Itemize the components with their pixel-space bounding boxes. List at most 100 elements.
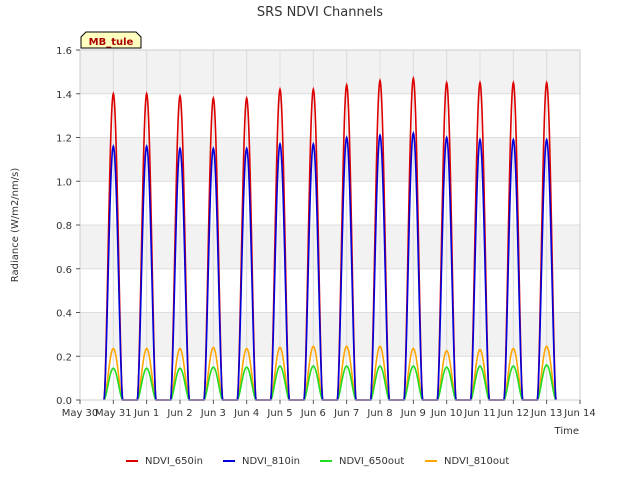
legend-item: NDVI_810out [425,456,509,467]
data-point-ndvi_650out [112,367,115,370]
x-axis-label: Time [554,426,579,437]
data-point-ndvi_650in [279,88,281,91]
y-tick-label: 1.0 [56,177,72,188]
data-point-ndvi_650out [279,365,281,367]
data-point-ndvi_650in [379,79,381,82]
annotation-box [80,31,142,49]
plot-band [80,50,580,94]
data-point-ndvi_810in [279,143,281,145]
grid-lines [79,49,581,401]
data-point-ndvi_650in [445,82,448,84]
data-point-ndvi_810out [245,347,248,350]
y-axis-label: Radiance (W/m2/nm/s) [10,168,21,283]
data-point-ndvi_650in [212,97,215,99]
x-tick-label: Jun 11 [463,408,496,419]
data-point-ndvi_650in [512,82,515,84]
data-point-ndvi_650out [245,366,248,368]
data-point-ndvi_810in [345,136,348,139]
data-point-ndvi_810out [212,346,215,349]
data-point-ndvi_810out [379,345,381,348]
data-point-ndvi_810out [479,348,481,351]
y-tick-label: 0.0 [56,396,72,407]
data-point-ndvi_650out [145,367,148,370]
data-point-ndvi_810in [312,143,315,145]
x-tick-label: Jun 14 [563,408,596,419]
data-point-ndvi_810out [112,347,115,350]
data-point-ndvi_650in [479,82,481,84]
data-point-ndvi_810in [212,147,215,150]
plot-bands [80,50,580,400]
x-tick-label: Jun 1 [133,408,159,419]
data-point-ndvi_810in [245,147,248,150]
x-tick-label: Jun 3 [200,408,226,419]
x-tick-label: Jun 13 [530,408,563,419]
y-tick-label: 1.4 [56,90,72,101]
chart-title: SRS NDVI Channels [257,5,383,20]
x-tick-label: Jun 9 [400,408,426,419]
x-tick-label: Jun 12 [497,408,530,419]
data-point-ndvi_650out [379,365,381,367]
y-tick-label: 0.4 [56,309,72,320]
x-tick-label: Jun 5 [266,408,292,419]
x-tick-label: Jun 6 [300,408,326,419]
y-tick-label: 1.6 [56,46,72,57]
data-point-ndvi_810out [179,347,181,350]
data-point-ndvi_650in [112,92,115,95]
data-point-ndvi_650out [479,365,481,367]
data-point-ndvi_810out [345,345,348,348]
x-tick-label: Jun 8 [366,408,392,419]
data-point-ndvi_650out [545,364,548,366]
data-point-ndvi_810out [512,347,515,350]
data-point-ndvi_810in [145,145,148,148]
y-tick-label: 0.6 [56,265,72,276]
x-tick-label: Jun 4 [233,408,259,419]
data-point-ndvi_810out [279,346,281,349]
data-point-ndvi_810in [112,145,115,148]
legend-label: NDVI_650in [145,456,203,467]
data-point-ndvi_650in [345,84,348,86]
legend-item: NDVI_810in [223,456,300,467]
legend-label: NDVI_650out [339,456,404,467]
data-point-ndvi_650in [245,97,248,99]
data-point-ndvi_810out [445,349,448,352]
data-point-ndvi_810in [379,134,381,137]
data-point-ndvi_650in [412,77,415,80]
data-point-ndvi_650in [179,95,181,97]
plot-band [80,268,580,313]
x-tick-label: Jun 2 [166,408,192,419]
legend-label: NDVI_810out [444,456,509,467]
data-point-ndvi_810out [145,347,148,350]
data-point-ndvi_650in [545,82,548,84]
data-point-ndvi_650out [412,365,415,367]
plot-band [80,225,580,269]
legend: NDVI_650in NDVI_810in NDVI_650out NDVI_810o… [126,456,509,467]
plot-band [80,137,580,182]
x-tick-label: Jun 10 [430,408,463,419]
data-point-ndvi_650in [145,92,148,95]
data-point-ndvi_650out [312,365,315,367]
legend-item: NDVI_650out [320,456,404,467]
data-point-ndvi_810in [545,138,548,141]
data-point-ndvi_650out [179,367,181,370]
plot-band [80,312,580,357]
y-tick-label: 1.2 [56,134,72,145]
data-point-ndvi_650out [512,365,515,367]
annotation-text: MB_tule [89,37,134,48]
data-point-ndvi_810in [179,147,181,150]
x-tick-label: May 30 [62,408,99,419]
legend-item: NDVI_650in [126,456,203,467]
data-point-ndvi_810in [512,138,515,141]
plot-band [80,181,580,225]
data-point-ndvi_650out [212,366,215,368]
data-point-ndvi_650out [445,366,448,368]
data-point-ndvi_810in [412,132,415,134]
data-point-ndvi_810out [545,345,548,348]
y-tick-label: 0.8 [56,221,72,232]
annotation-badge: MB_tule [80,31,142,49]
data-point-ndvi_650out [345,365,348,367]
data-point-ndvi_810out [312,345,315,348]
x-tick-label: Jun 7 [333,408,359,419]
